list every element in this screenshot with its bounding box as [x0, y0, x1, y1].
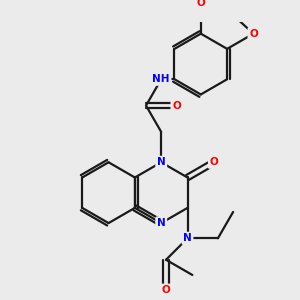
Text: O: O	[209, 157, 218, 167]
Text: N: N	[183, 233, 192, 243]
Text: N: N	[157, 218, 166, 228]
Text: O: O	[196, 0, 205, 8]
Text: O: O	[249, 29, 258, 39]
Text: N: N	[157, 157, 166, 167]
Text: O: O	[162, 285, 170, 295]
Text: NH: NH	[152, 74, 170, 84]
Text: O: O	[172, 100, 181, 111]
